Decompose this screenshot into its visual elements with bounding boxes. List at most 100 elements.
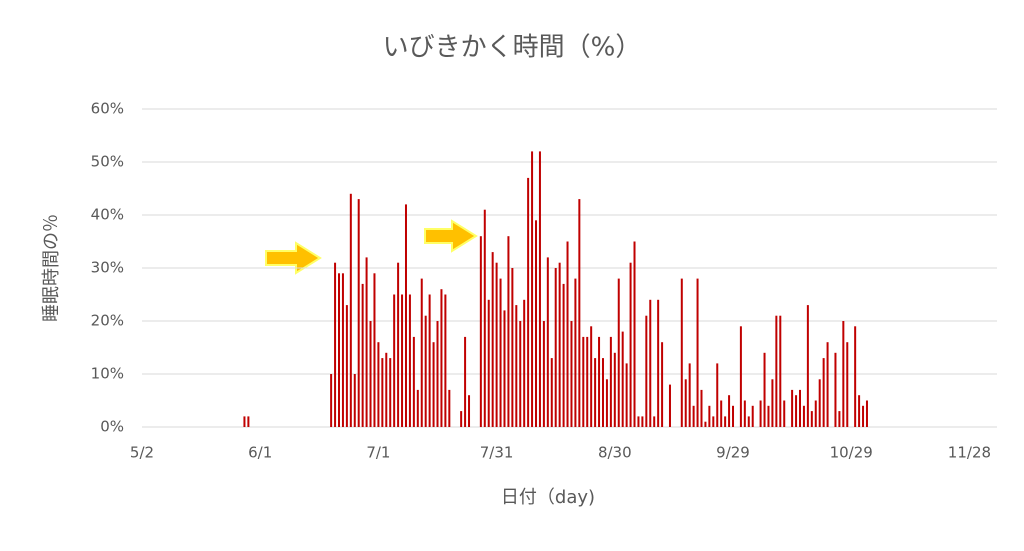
x-axis-title: 日付（day) bbox=[501, 487, 595, 508]
bar bbox=[625, 363, 628, 427]
bar bbox=[641, 416, 644, 427]
bar bbox=[570, 321, 573, 427]
bar bbox=[771, 379, 774, 427]
x-tick-label: 9/29 bbox=[716, 444, 750, 462]
y-tick-label: 0% bbox=[100, 418, 124, 436]
bar bbox=[586, 336, 589, 427]
bar bbox=[779, 315, 782, 427]
bar bbox=[550, 358, 553, 427]
bar bbox=[747, 416, 750, 427]
bar bbox=[377, 342, 380, 427]
y-tick-label: 50% bbox=[91, 153, 124, 171]
bar bbox=[373, 273, 376, 427]
bar bbox=[810, 411, 813, 427]
bar bbox=[515, 305, 518, 427]
bar bbox=[369, 321, 372, 427]
bar bbox=[535, 220, 538, 427]
bar bbox=[519, 321, 522, 427]
bar bbox=[862, 405, 865, 427]
bar bbox=[688, 363, 691, 427]
bar bbox=[661, 342, 664, 427]
bar bbox=[365, 257, 368, 427]
bar bbox=[594, 358, 597, 427]
bar bbox=[538, 151, 541, 427]
bar bbox=[692, 405, 695, 427]
bar bbox=[334, 262, 337, 427]
y-tick-label: 10% bbox=[91, 365, 124, 383]
bar bbox=[814, 400, 817, 427]
bar bbox=[468, 395, 471, 427]
bar bbox=[657, 299, 660, 427]
bar bbox=[385, 352, 388, 427]
bar bbox=[609, 336, 612, 427]
bar bbox=[826, 342, 829, 427]
bar bbox=[523, 299, 526, 427]
bar bbox=[487, 299, 490, 427]
bar bbox=[338, 273, 341, 427]
bar bbox=[649, 299, 652, 427]
bar bbox=[444, 294, 447, 427]
bar bbox=[554, 268, 557, 427]
bar bbox=[783, 400, 786, 427]
bar bbox=[590, 326, 593, 427]
bar bbox=[739, 326, 742, 427]
bar bbox=[448, 389, 451, 427]
bar bbox=[858, 395, 861, 427]
bar bbox=[775, 315, 778, 427]
bar bbox=[751, 405, 754, 427]
bar bbox=[759, 400, 762, 427]
bar bbox=[416, 389, 419, 427]
x-tick-label: 11/28 bbox=[948, 444, 991, 462]
bar bbox=[704, 421, 707, 427]
bar bbox=[653, 416, 656, 427]
bar bbox=[838, 411, 841, 427]
bar bbox=[574, 278, 577, 427]
bar bbox=[558, 262, 561, 427]
y-tick-label: 40% bbox=[91, 206, 124, 224]
bar bbox=[846, 342, 849, 427]
bar bbox=[716, 363, 719, 427]
y-axis-title: 睡眠時間の％ bbox=[41, 214, 62, 322]
bar bbox=[708, 405, 711, 427]
bar bbox=[791, 389, 794, 427]
bar bbox=[381, 358, 384, 427]
bar bbox=[397, 262, 400, 427]
bar bbox=[680, 278, 683, 427]
bar bbox=[806, 305, 809, 427]
bar bbox=[464, 336, 467, 427]
bar bbox=[566, 241, 569, 427]
bar bbox=[345, 305, 348, 427]
bar bbox=[432, 342, 435, 427]
bar bbox=[408, 294, 411, 427]
bar bbox=[818, 379, 821, 427]
bar bbox=[696, 278, 699, 427]
bar bbox=[732, 405, 735, 427]
bar bbox=[420, 278, 423, 427]
bar bbox=[460, 411, 463, 427]
x-tick-label: 10/29 bbox=[830, 444, 873, 462]
bar bbox=[440, 289, 443, 427]
bar bbox=[834, 352, 837, 427]
bar bbox=[507, 236, 510, 427]
bar bbox=[357, 199, 360, 427]
bar bbox=[684, 379, 687, 427]
bar bbox=[720, 400, 723, 427]
bar bbox=[763, 352, 766, 427]
bar bbox=[613, 352, 616, 427]
x-tick-label: 7/31 bbox=[480, 444, 514, 462]
bar bbox=[842, 321, 845, 427]
chart-title: いびきかく時間（%） bbox=[383, 33, 642, 63]
bar bbox=[527, 177, 530, 427]
bar bbox=[353, 374, 356, 427]
bar bbox=[629, 262, 632, 427]
bar bbox=[499, 278, 502, 427]
bar bbox=[562, 283, 565, 427]
bar bbox=[743, 400, 746, 427]
bar bbox=[546, 257, 549, 427]
bar bbox=[341, 273, 344, 427]
bar bbox=[795, 395, 798, 427]
x-tick-label: 5/2 bbox=[130, 444, 154, 462]
bar bbox=[700, 389, 703, 427]
bar bbox=[424, 315, 427, 427]
